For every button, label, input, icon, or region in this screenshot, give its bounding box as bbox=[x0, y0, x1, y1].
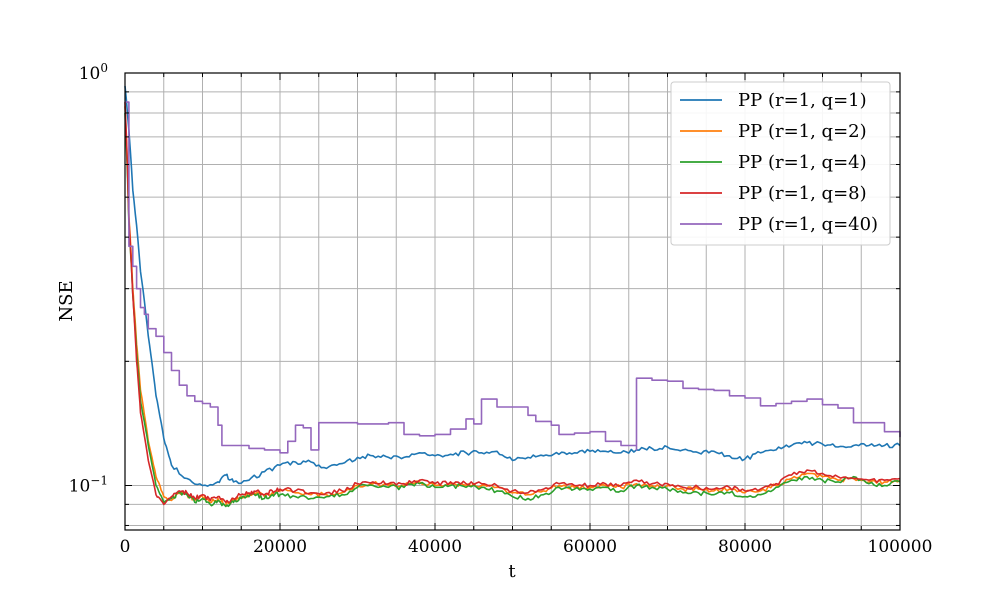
series-line-4 bbox=[124, 102, 901, 506]
legend-label: PP (r=1, q=40) bbox=[738, 214, 878, 235]
y-tick-label: 100 bbox=[79, 61, 108, 84]
legend-label: PP (r=1, q=1) bbox=[738, 90, 867, 111]
y-axis-label: NSE bbox=[56, 280, 77, 321]
x-axis-label: t bbox=[508, 561, 516, 582]
series-line-5 bbox=[125, 101, 901, 454]
legend-box bbox=[670, 81, 891, 246]
legend-label: PP (r=1, q=4) bbox=[738, 152, 867, 173]
y-tick-label: 10−1 bbox=[69, 473, 108, 496]
series-line-3 bbox=[124, 112, 901, 508]
legend-label: PP (r=1, q=8) bbox=[738, 183, 867, 204]
legend-label: PP (r=1, q=2) bbox=[738, 121, 867, 142]
axis-ticks: 0 20000 40000 60000 80000 100000 100 10−1 bbox=[69, 61, 933, 557]
legend: PP (r=1, q=1) PP (r=1, q=2) PP (r=1, q=4) P… bbox=[670, 81, 891, 246]
series-line-1 bbox=[124, 85, 901, 487]
x-tick-label: 80000 bbox=[718, 537, 772, 557]
series-lines bbox=[124, 85, 901, 508]
x-tick-label: 60000 bbox=[563, 537, 617, 557]
x-tick-label: 40000 bbox=[408, 537, 462, 557]
x-tick-label: 0 bbox=[120, 537, 131, 557]
x-tick-label: 100000 bbox=[868, 537, 933, 557]
x-tick-label: 20000 bbox=[253, 537, 307, 557]
